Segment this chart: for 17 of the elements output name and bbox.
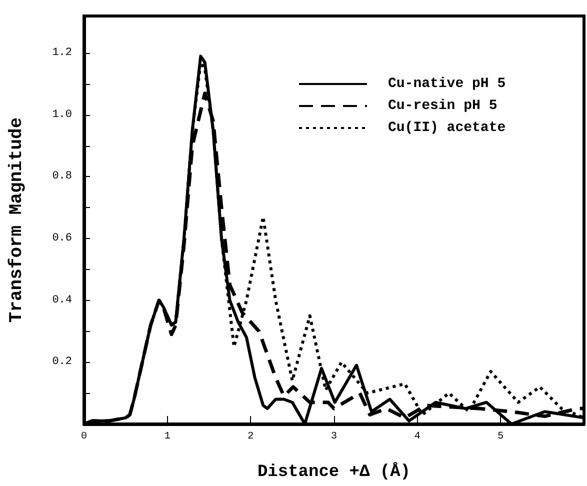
x-tick-label: 3 xyxy=(330,432,338,442)
y-tick-label: 0.4 xyxy=(52,294,72,306)
legend-label: Cu-native pH 5 xyxy=(388,76,506,92)
y-axis-title: Transform Magnitude xyxy=(7,117,27,323)
x-tick-label: 4 xyxy=(414,432,420,442)
x-tick-label: 5 xyxy=(498,432,504,442)
x-tick-label: 0 xyxy=(80,432,88,442)
y-tick-label: 1.2 xyxy=(52,47,72,60)
legend-label: Cu-resin pH 5 xyxy=(388,98,498,114)
x-axis-title: Distance +Δ (Å) xyxy=(257,462,411,482)
x-tick-label: 1 xyxy=(164,432,170,442)
y-tick-label: 1.0 xyxy=(52,108,72,121)
y-tick-label: 0.6 xyxy=(52,232,72,245)
y-tick-label: 0.8 xyxy=(52,170,72,183)
legend-label: Cu(II) acetate xyxy=(388,120,506,136)
x-tick-label: 2 xyxy=(248,432,254,442)
y-tick-label: 0.2 xyxy=(52,356,72,368)
